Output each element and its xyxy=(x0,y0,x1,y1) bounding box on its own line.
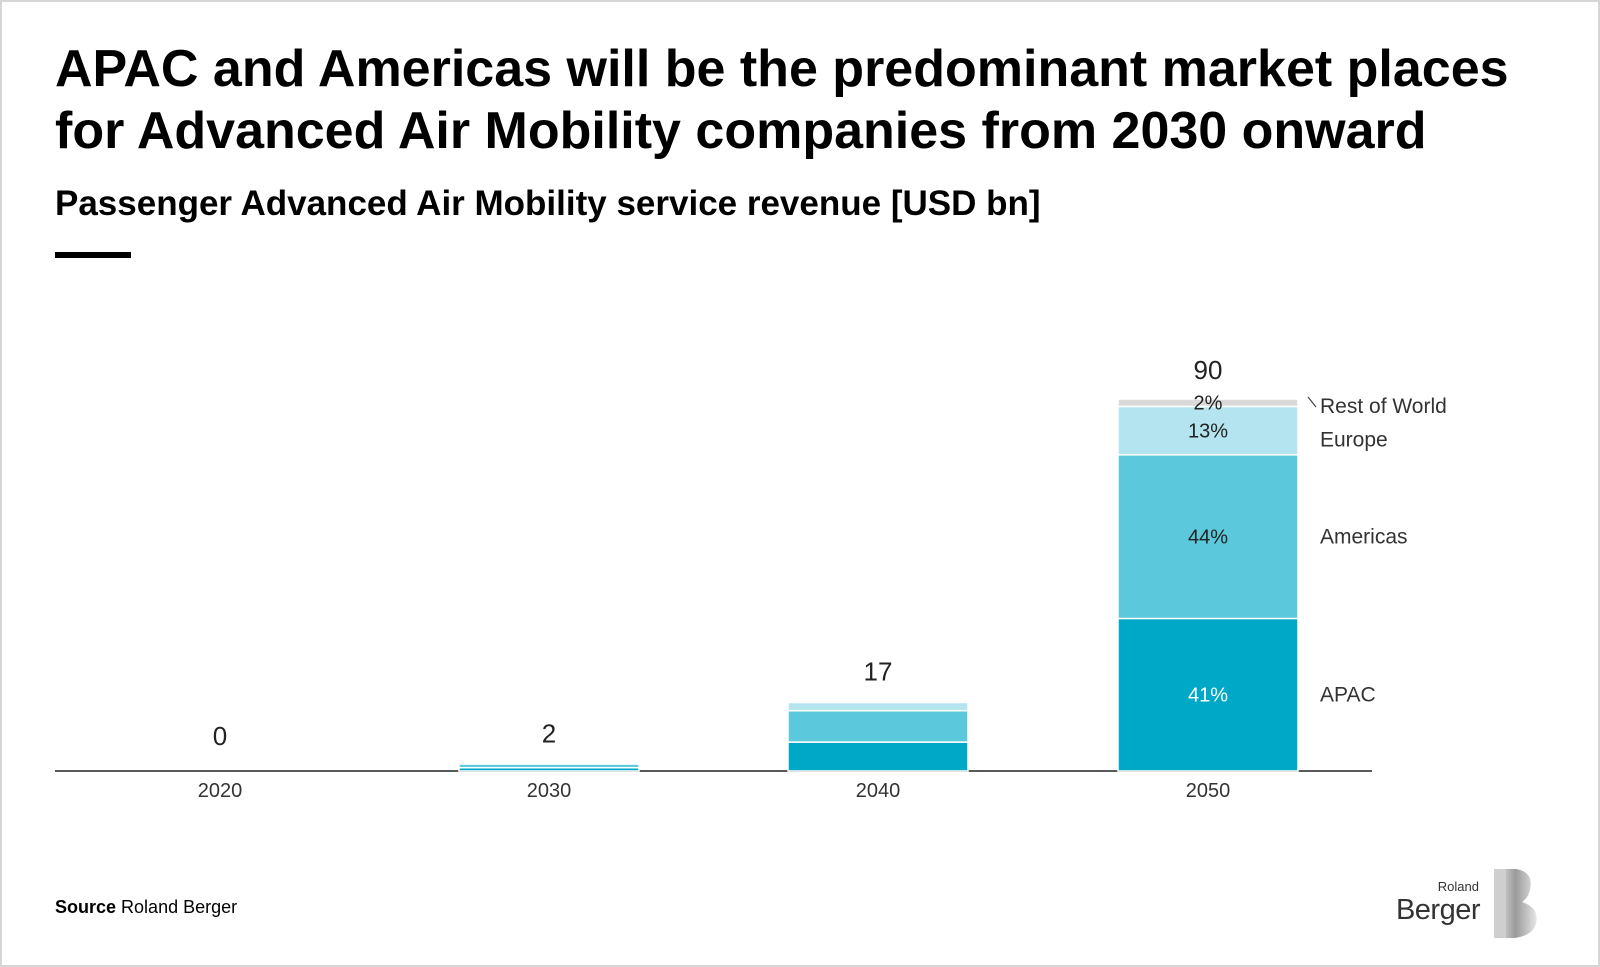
segment-label-americas: 44% xyxy=(1188,527,1228,549)
source-text: Roland Berger xyxy=(121,897,238,917)
total-label-2030: 2 xyxy=(542,719,556,749)
x-tick-label-2050: 2050 xyxy=(1186,780,1231,802)
bar-2040-apac xyxy=(787,741,969,772)
bar-2040-americas xyxy=(787,709,969,743)
segment-label-rest-of-world: 2% xyxy=(1194,393,1223,415)
x-tick-label-2020: 2020 xyxy=(198,780,243,802)
legend-label-americas: Americas xyxy=(1320,526,1408,549)
legend-label-rest-of-world: Rest of World xyxy=(1320,395,1447,418)
logo-main-text: Berger xyxy=(1395,894,1481,926)
bar-2040-europe xyxy=(787,701,969,712)
source-label: Source xyxy=(55,897,117,917)
bar-2040-rest-of-world xyxy=(787,699,969,704)
chart-subtitle: Passenger Advanced Air Mobility service … xyxy=(55,184,1041,223)
total-label-2050: 90 xyxy=(1194,355,1223,385)
x-tick-label-2030: 2030 xyxy=(527,780,572,802)
page-title: APAC and Americas will be the predominan… xyxy=(55,40,1509,160)
legend-leader-rest-of-world xyxy=(1307,396,1317,408)
segment-label-europe: 13% xyxy=(1188,421,1228,443)
total-label-2040: 17 xyxy=(864,657,893,687)
total-label-2020: 0 xyxy=(213,721,227,751)
bar-2030-rest-of-world xyxy=(458,761,640,765)
bar-2050-apac xyxy=(1117,617,1299,772)
bar-2050-americas xyxy=(1117,454,1299,620)
x-tick-label-2040: 2040 xyxy=(856,780,901,802)
logo-top-text: Roland xyxy=(1437,879,1479,894)
bar-2050-rest-of-world xyxy=(1117,398,1299,408)
legend-label-apac: APAC xyxy=(1320,684,1376,707)
segment-label-apac: 41% xyxy=(1188,685,1228,707)
roland-berger-logo: Roland Berger xyxy=(1394,866,1544,938)
bar-2050-europe xyxy=(1117,405,1299,456)
title-underline xyxy=(55,252,131,258)
logo-b-icon xyxy=(1494,869,1537,938)
source-note: Source Roland Berger xyxy=(55,897,237,918)
legend-label-europe: Europe xyxy=(1320,428,1388,451)
